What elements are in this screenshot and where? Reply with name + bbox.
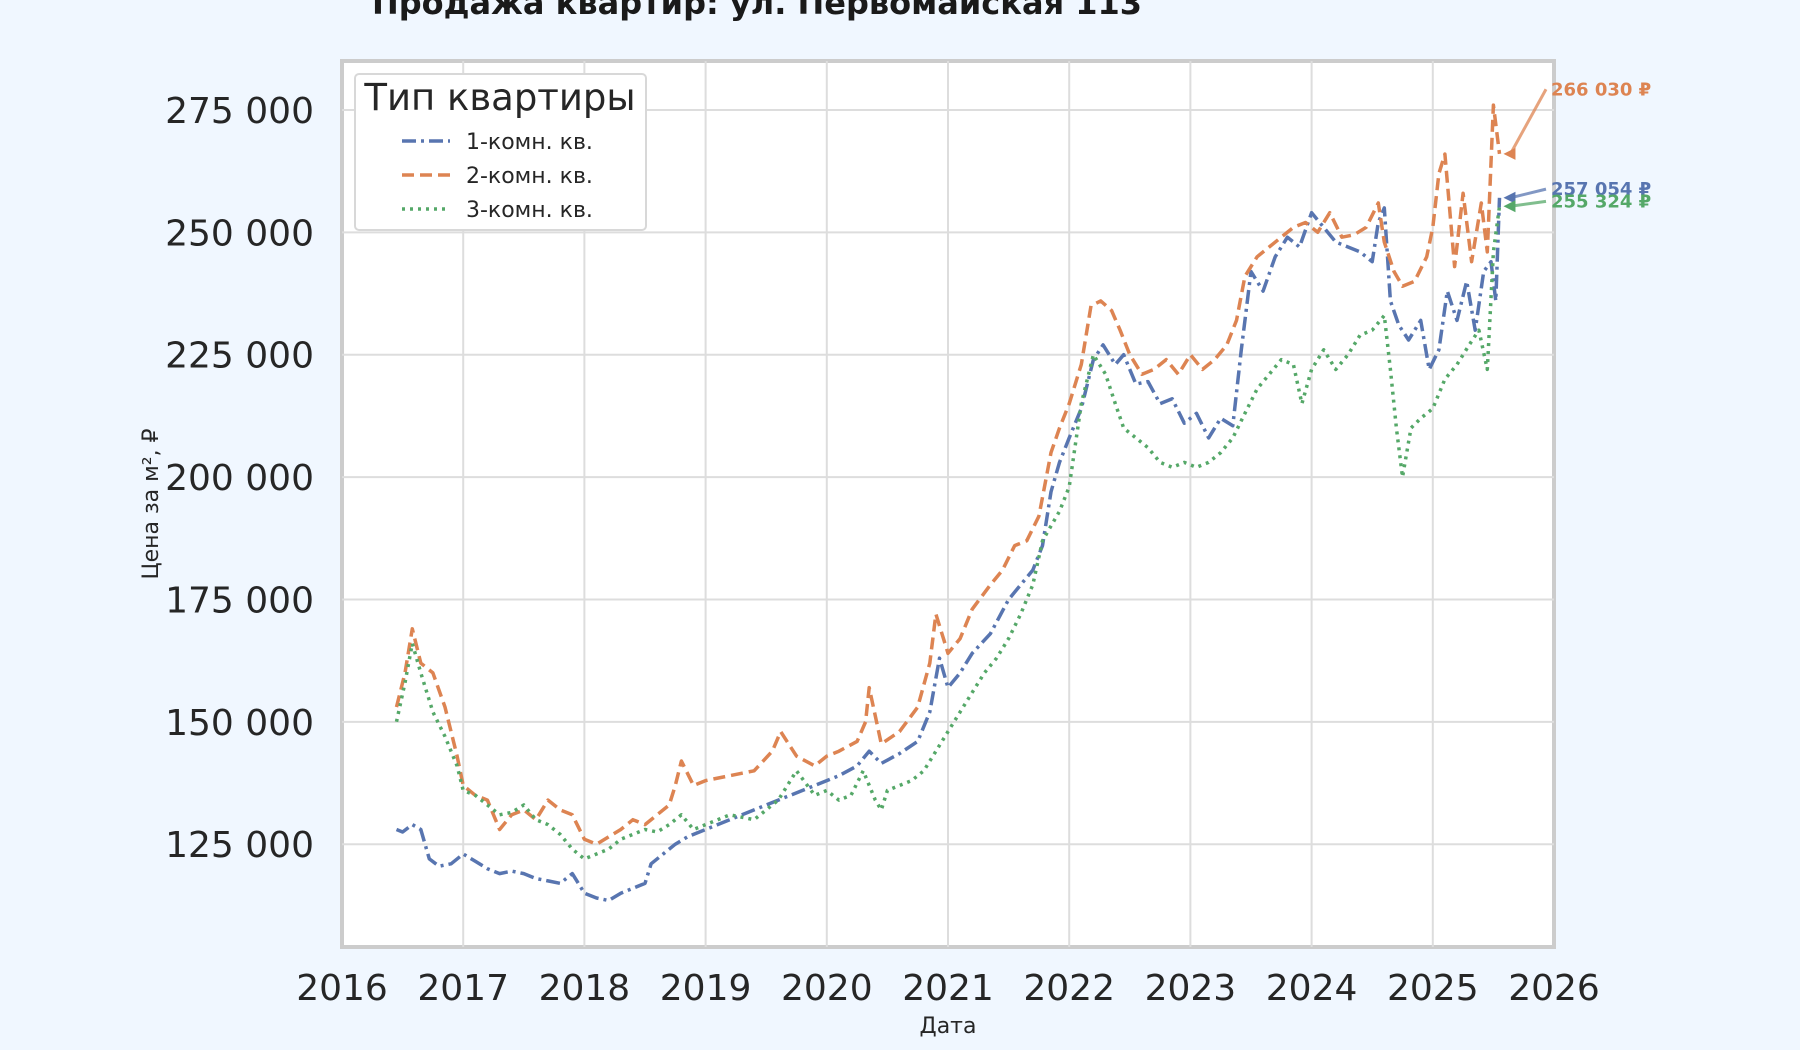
annotation-arrowhead-2 [1503, 191, 1516, 204]
series-lines [394, 103, 1502, 903]
annotation-label-3: 255 324 ₽ [1551, 191, 1651, 212]
y-tick-label: 175 000 [165, 580, 314, 621]
legend-label-3: 3-комн. кв. [466, 198, 593, 223]
legend-items: 1-комн. кв. 2-комн. кв. 3-комн. кв. [402, 130, 593, 223]
legend-box [354, 73, 647, 231]
annotation-label-2: 257 054 ₽ [1551, 179, 1651, 200]
x-tick-label: 2025 [1387, 968, 1479, 1009]
y-tick-label: 125 000 [165, 825, 314, 866]
chart-title: Продажа квартир: ул. Первомайская 113 [372, 0, 1142, 22]
series-line-2 [394, 103, 1502, 846]
x-tick-label: 2022 [1023, 968, 1115, 1009]
y-tick-label: 275 000 [165, 91, 314, 132]
y-tick-label: 250 000 [165, 213, 314, 254]
y-tick-label: 150 000 [165, 703, 314, 744]
annotation-arrowhead-1 [1503, 147, 1516, 160]
x-tick-label: 2026 [1508, 968, 1600, 1009]
annotation-label-1: 266 030 ₽ [1551, 79, 1651, 100]
annotation-arrowhead-3 [1503, 200, 1516, 213]
annotation-arrow-1 [1509, 88, 1548, 155]
legend-title: Тип квартиры [363, 76, 635, 119]
y-tick-label: 225 000 [165, 336, 314, 377]
axis-ticks: 2016 2017 2018 2019 2020 2021 2022 2023 2024 2025… [165, 91, 1600, 1009]
y-tick-label: 200 000 [165, 458, 314, 499]
x-tick-label: 2023 [1145, 968, 1237, 1009]
legend-label-2: 2-комн. кв. [466, 164, 593, 189]
x-tick-label: 2019 [660, 968, 752, 1009]
grid-lines [342, 61, 1554, 947]
legend: Тип квартиры 1-комн. кв. 2-комн. кв. 3-ком… [354, 73, 647, 231]
y-axis-label: Цена за м², ₽ [139, 428, 164, 579]
x-axis-label: Дата [920, 1014, 977, 1039]
x-tick-label: 2024 [1266, 968, 1358, 1009]
annotation-arrow-3 [1510, 199, 1547, 208]
x-tick-label: 2020 [781, 968, 873, 1009]
series-line-3 [394, 206, 1502, 861]
x-tick-label: 2017 [417, 968, 509, 1009]
x-tick-label: 2018 [539, 968, 631, 1009]
legend-label-1: 1-комн. кв. [466, 130, 593, 155]
x-tick-label: 2016 [296, 968, 388, 1009]
x-tick-label: 2021 [902, 968, 994, 1009]
annotations: 266 030 ₽ 257 054 ₽255 324 ₽ [1503, 79, 1651, 212]
annotation-arrow-2 [1510, 187, 1547, 200]
